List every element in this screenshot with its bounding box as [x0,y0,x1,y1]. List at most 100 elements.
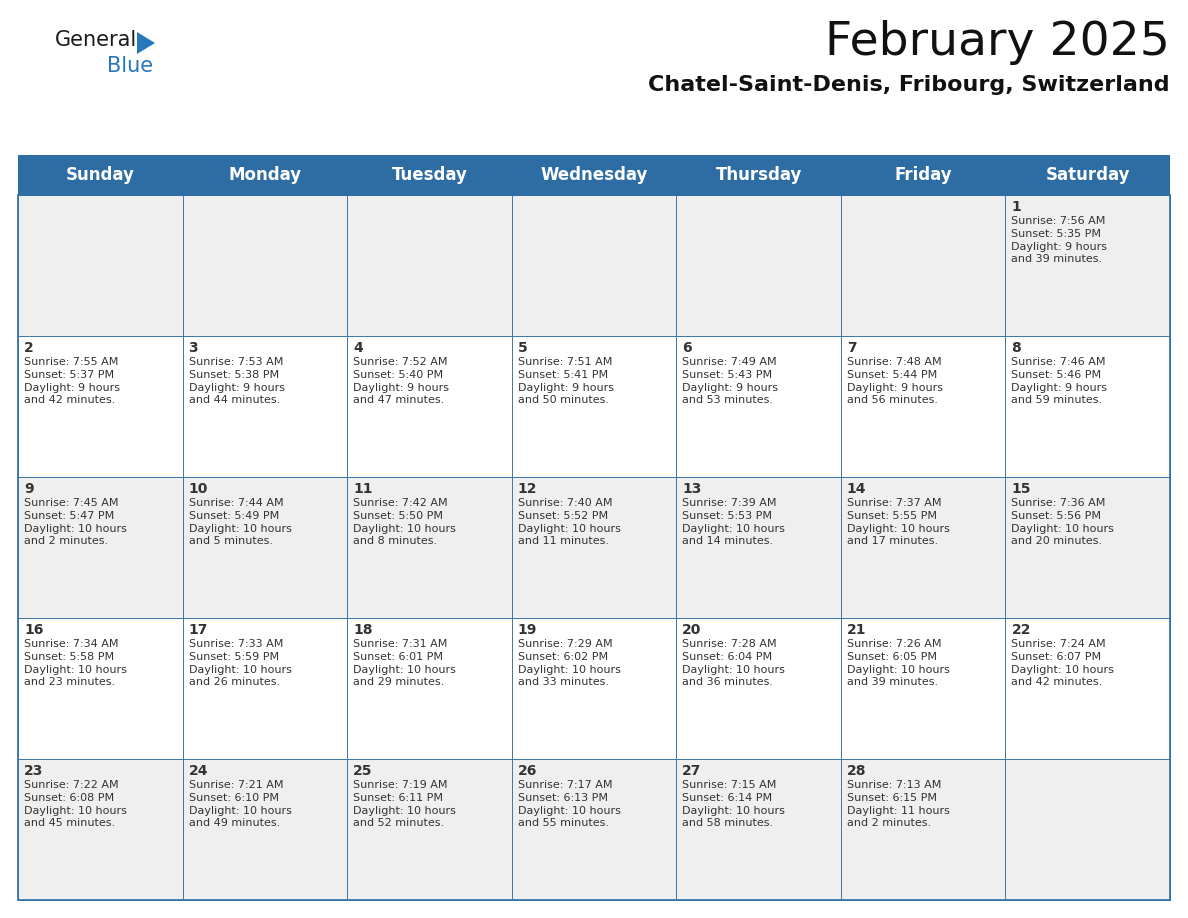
Bar [676,195,841,336]
Text: Sunrise: 7:51 AM
Sunset: 5:41 PM
Daylight: 9 hours
and 50 minutes.: Sunrise: 7:51 AM Sunset: 5:41 PM Dayligh… [518,357,614,406]
Bar [841,759,1005,900]
Bar [676,759,841,900]
Bar [347,618,512,759]
Bar [183,336,347,477]
Bar [18,195,1170,900]
Text: 3: 3 [189,341,198,355]
Bar [18,477,183,618]
Text: 6: 6 [682,341,691,355]
Text: Blue: Blue [107,56,153,76]
Text: Sunrise: 7:55 AM
Sunset: 5:37 PM
Daylight: 9 hours
and 42 minutes.: Sunrise: 7:55 AM Sunset: 5:37 PM Dayligh… [24,357,120,406]
Text: Thursday: Thursday [715,166,802,184]
Bar [1005,336,1170,477]
Text: 8: 8 [1011,341,1022,355]
Text: 23: 23 [24,764,44,778]
Text: Tuesday: Tuesday [392,166,467,184]
Text: Friday: Friday [895,166,952,184]
Text: 19: 19 [518,623,537,637]
Bar [512,477,676,618]
Text: 16: 16 [24,623,44,637]
Text: Sunrise: 7:46 AM
Sunset: 5:46 PM
Daylight: 9 hours
and 59 minutes.: Sunrise: 7:46 AM Sunset: 5:46 PM Dayligh… [1011,357,1107,406]
Text: Sunrise: 7:42 AM
Sunset: 5:50 PM
Daylight: 10 hours
and 8 minutes.: Sunrise: 7:42 AM Sunset: 5:50 PM Dayligh… [353,498,456,546]
Text: Sunrise: 7:40 AM
Sunset: 5:52 PM
Daylight: 10 hours
and 11 minutes.: Sunrise: 7:40 AM Sunset: 5:52 PM Dayligh… [518,498,620,546]
Bar [841,336,1005,477]
Bar [841,477,1005,618]
Bar [18,155,1170,195]
Text: 26: 26 [518,764,537,778]
Text: Sunrise: 7:56 AM
Sunset: 5:35 PM
Daylight: 9 hours
and 39 minutes.: Sunrise: 7:56 AM Sunset: 5:35 PM Dayligh… [1011,216,1107,264]
Text: 14: 14 [847,482,866,496]
Bar [183,618,347,759]
Text: 13: 13 [682,482,702,496]
Bar [347,195,512,336]
Text: 15: 15 [1011,482,1031,496]
Text: 25: 25 [353,764,373,778]
Bar [512,195,676,336]
Text: 20: 20 [682,623,702,637]
Bar [676,618,841,759]
Text: Sunrise: 7:37 AM
Sunset: 5:55 PM
Daylight: 10 hours
and 17 minutes.: Sunrise: 7:37 AM Sunset: 5:55 PM Dayligh… [847,498,949,546]
Text: Wednesday: Wednesday [541,166,647,184]
Text: February 2025: February 2025 [826,20,1170,65]
Bar [512,759,676,900]
Text: Sunrise: 7:28 AM
Sunset: 6:04 PM
Daylight: 10 hours
and 36 minutes.: Sunrise: 7:28 AM Sunset: 6:04 PM Dayligh… [682,639,785,688]
Polygon shape [137,32,154,54]
Text: Sunrise: 7:17 AM
Sunset: 6:13 PM
Daylight: 10 hours
and 55 minutes.: Sunrise: 7:17 AM Sunset: 6:13 PM Dayligh… [518,780,620,828]
Text: Sunrise: 7:21 AM
Sunset: 6:10 PM
Daylight: 10 hours
and 49 minutes.: Sunrise: 7:21 AM Sunset: 6:10 PM Dayligh… [189,780,291,828]
Text: Sunrise: 7:53 AM
Sunset: 5:38 PM
Daylight: 9 hours
and 44 minutes.: Sunrise: 7:53 AM Sunset: 5:38 PM Dayligh… [189,357,285,406]
Bar [676,477,841,618]
Bar [1005,618,1170,759]
Bar [347,336,512,477]
Bar [183,759,347,900]
Text: 11: 11 [353,482,373,496]
Text: Sunrise: 7:48 AM
Sunset: 5:44 PM
Daylight: 9 hours
and 56 minutes.: Sunrise: 7:48 AM Sunset: 5:44 PM Dayligh… [847,357,943,406]
Text: Sunrise: 7:31 AM
Sunset: 6:01 PM
Daylight: 10 hours
and 29 minutes.: Sunrise: 7:31 AM Sunset: 6:01 PM Dayligh… [353,639,456,688]
Text: 5: 5 [518,341,527,355]
Bar [183,195,347,336]
Bar [183,477,347,618]
Bar [841,618,1005,759]
Bar [841,195,1005,336]
Text: Monday: Monday [228,166,302,184]
Text: 21: 21 [847,623,866,637]
Bar [1005,477,1170,618]
Bar [18,759,183,900]
Text: Sunrise: 7:39 AM
Sunset: 5:53 PM
Daylight: 10 hours
and 14 minutes.: Sunrise: 7:39 AM Sunset: 5:53 PM Dayligh… [682,498,785,546]
Text: 4: 4 [353,341,362,355]
Text: 17: 17 [189,623,208,637]
Text: Sunrise: 7:34 AM
Sunset: 5:58 PM
Daylight: 10 hours
and 23 minutes.: Sunrise: 7:34 AM Sunset: 5:58 PM Dayligh… [24,639,127,688]
Text: Chatel-Saint-Denis, Fribourg, Switzerland: Chatel-Saint-Denis, Fribourg, Switzerlan… [649,75,1170,95]
Text: 27: 27 [682,764,702,778]
Bar [512,336,676,477]
Text: 1: 1 [1011,200,1022,214]
Text: Sunrise: 7:15 AM
Sunset: 6:14 PM
Daylight: 10 hours
and 58 minutes.: Sunrise: 7:15 AM Sunset: 6:14 PM Dayligh… [682,780,785,828]
Text: Sunrise: 7:36 AM
Sunset: 5:56 PM
Daylight: 10 hours
and 20 minutes.: Sunrise: 7:36 AM Sunset: 5:56 PM Dayligh… [1011,498,1114,546]
Text: 18: 18 [353,623,373,637]
Text: Sunrise: 7:33 AM
Sunset: 5:59 PM
Daylight: 10 hours
and 26 minutes.: Sunrise: 7:33 AM Sunset: 5:59 PM Dayligh… [189,639,291,688]
Bar [18,195,183,336]
Text: Sunrise: 7:52 AM
Sunset: 5:40 PM
Daylight: 9 hours
and 47 minutes.: Sunrise: 7:52 AM Sunset: 5:40 PM Dayligh… [353,357,449,406]
Text: Sunrise: 7:45 AM
Sunset: 5:47 PM
Daylight: 10 hours
and 2 minutes.: Sunrise: 7:45 AM Sunset: 5:47 PM Dayligh… [24,498,127,546]
Text: 22: 22 [1011,623,1031,637]
Text: Sunday: Sunday [65,166,134,184]
Text: Sunrise: 7:19 AM
Sunset: 6:11 PM
Daylight: 10 hours
and 52 minutes.: Sunrise: 7:19 AM Sunset: 6:11 PM Dayligh… [353,780,456,828]
Text: Sunrise: 7:22 AM
Sunset: 6:08 PM
Daylight: 10 hours
and 45 minutes.: Sunrise: 7:22 AM Sunset: 6:08 PM Dayligh… [24,780,127,828]
Text: Sunrise: 7:29 AM
Sunset: 6:02 PM
Daylight: 10 hours
and 33 minutes.: Sunrise: 7:29 AM Sunset: 6:02 PM Dayligh… [518,639,620,688]
Bar [347,477,512,618]
Text: 2: 2 [24,341,33,355]
Bar [18,336,183,477]
Text: General: General [55,30,138,50]
Bar [512,618,676,759]
Text: Sunrise: 7:13 AM
Sunset: 6:15 PM
Daylight: 11 hours
and 2 minutes.: Sunrise: 7:13 AM Sunset: 6:15 PM Dayligh… [847,780,949,828]
Text: 9: 9 [24,482,33,496]
Text: Sunrise: 7:26 AM
Sunset: 6:05 PM
Daylight: 10 hours
and 39 minutes.: Sunrise: 7:26 AM Sunset: 6:05 PM Dayligh… [847,639,949,688]
Text: 24: 24 [189,764,208,778]
Bar [18,618,183,759]
Text: Sunrise: 7:44 AM
Sunset: 5:49 PM
Daylight: 10 hours
and 5 minutes.: Sunrise: 7:44 AM Sunset: 5:49 PM Dayligh… [189,498,291,546]
Bar [676,336,841,477]
Text: Sunrise: 7:24 AM
Sunset: 6:07 PM
Daylight: 10 hours
and 42 minutes.: Sunrise: 7:24 AM Sunset: 6:07 PM Dayligh… [1011,639,1114,688]
Bar [1005,195,1170,336]
Text: 7: 7 [847,341,857,355]
Text: Saturday: Saturday [1045,166,1130,184]
Text: Sunrise: 7:49 AM
Sunset: 5:43 PM
Daylight: 9 hours
and 53 minutes.: Sunrise: 7:49 AM Sunset: 5:43 PM Dayligh… [682,357,778,406]
